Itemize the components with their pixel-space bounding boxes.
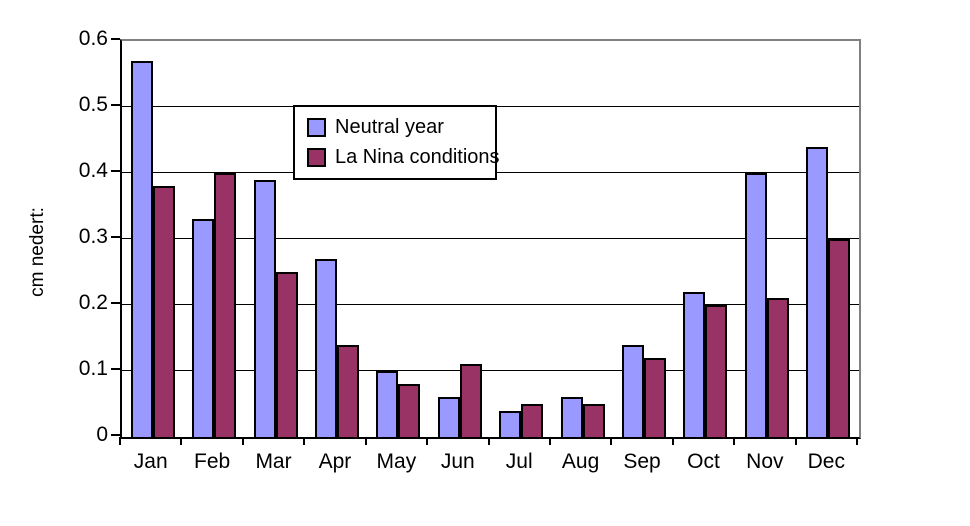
x-tick-label-nov: Nov: [746, 450, 784, 473]
bar-la-nina-conditions-aug: [582, 404, 605, 437]
bar-group-nov: [736, 41, 797, 437]
bar-neutral-year-mar: [253, 179, 276, 437]
x-tick-label-may: May: [376, 450, 417, 473]
bar-la-nina-conditions-mar: [275, 272, 298, 437]
bar-la-nina-conditions-jul: [521, 404, 544, 437]
legend-label-la-nina-conditions: La Nina conditions: [335, 146, 500, 168]
y-tick-label: 0.4: [78, 159, 108, 182]
x-tick-label-sep: Sep: [623, 450, 661, 473]
y-tick-label: 0: [96, 423, 108, 446]
bar-neutral-year-sep: [622, 344, 645, 437]
bar-neutral-year-oct: [683, 291, 706, 437]
bar-group-jun: [429, 41, 490, 437]
bar-neutral-year-jan: [130, 60, 153, 437]
bar-neutral-year-feb: [192, 219, 215, 437]
x-tick-label-jul: Jul: [505, 450, 533, 473]
y-axis-tick: [111, 434, 120, 436]
bar-la-nina-conditions-may: [398, 384, 421, 437]
x-axis-tick: [487, 437, 490, 445]
y-tick-label: 0.2: [78, 291, 108, 314]
y-axis-title: cm nedert:: [27, 207, 48, 297]
x-axis-tick: [548, 437, 551, 445]
bar-neutral-year-apr: [314, 258, 337, 437]
bar-neutral-year-aug: [560, 397, 583, 437]
legend: Neutral year La Nina conditions: [293, 105, 500, 180]
y-tick-label: 0.5: [78, 93, 108, 116]
x-axis-tick: [241, 437, 244, 445]
x-axis-tick: [794, 437, 797, 445]
bar-group-jan: [122, 41, 183, 437]
gridline: [122, 304, 859, 305]
x-tick-label-feb: Feb: [194, 450, 231, 473]
y-axis-tick: [111, 302, 120, 304]
x-axis-tick: [426, 437, 429, 445]
bar-group-oct: [675, 41, 736, 437]
x-tick-label-jun: Jun: [440, 450, 475, 473]
x-axis-tick: [119, 437, 121, 445]
x-axis-tick: [733, 437, 736, 445]
legend-label-neutral-year: Neutral year: [335, 116, 444, 138]
bar-la-nina-conditions-jan: [152, 186, 175, 437]
bar-group-sep: [613, 41, 674, 437]
y-axis-tick: [111, 104, 120, 106]
y-tick-label: 0.1: [78, 357, 108, 380]
legend-swatch-neutral-year: [307, 118, 326, 137]
x-tick-label-mar: Mar: [255, 450, 292, 473]
gridline: [122, 238, 859, 239]
x-axis-tick: [610, 437, 613, 445]
y-axis-tick: [111, 38, 120, 40]
bar-neutral-year-dec: [806, 146, 829, 437]
y-tick-label: 0.3: [78, 225, 108, 248]
bar-neutral-year-jun: [437, 397, 460, 437]
bar-group-apr: [306, 41, 367, 437]
y-axis-tick: [111, 368, 120, 370]
bar-group-aug: [552, 41, 613, 437]
bar-la-nina-conditions-apr: [336, 344, 359, 437]
x-axis-tick: [364, 437, 367, 445]
legend-item-la-nina-conditions: La Nina conditions: [307, 146, 500, 169]
bar-la-nina-conditions-jun: [459, 364, 482, 437]
bar-la-nina-conditions-oct: [705, 305, 728, 437]
bar-la-nina-conditions-feb: [214, 173, 237, 437]
bar-neutral-year-nov: [744, 173, 767, 437]
bar-group-feb: [183, 41, 244, 437]
y-axis-tick: [111, 236, 120, 238]
bar-neutral-year-may: [376, 371, 399, 437]
x-tick-label-jan: Jan: [133, 450, 168, 473]
bar-la-nina-conditions-sep: [644, 357, 667, 437]
y-tick-label: 0.6: [78, 27, 108, 50]
bar-group-jul: [491, 41, 552, 437]
x-axis-tick: [303, 437, 306, 445]
bar-group-may: [368, 41, 429, 437]
x-axis-tick: [671, 437, 674, 445]
y-axis-tick: [111, 170, 120, 172]
bar-la-nina-conditions-nov: [766, 298, 789, 437]
gridline: [122, 370, 859, 371]
x-tick-label-dec: Dec: [807, 450, 845, 473]
plot-area: Neutral year La Nina conditions: [120, 39, 861, 439]
bar-group-mar: [245, 41, 306, 437]
x-tick-label-apr: Apr: [318, 450, 352, 473]
legend-item-neutral-year: Neutral year: [307, 116, 483, 139]
bar-group-dec: [798, 41, 859, 437]
bar-neutral-year-jul: [499, 410, 522, 437]
x-tick-label-oct: Oct: [687, 450, 720, 473]
bar-la-nina-conditions-dec: [828, 239, 851, 437]
x-axis-tick: [856, 437, 858, 445]
x-axis-tick: [180, 437, 183, 445]
x-tick-label-aug: Aug: [561, 450, 600, 473]
legend-swatch-la-nina-conditions: [307, 148, 326, 167]
